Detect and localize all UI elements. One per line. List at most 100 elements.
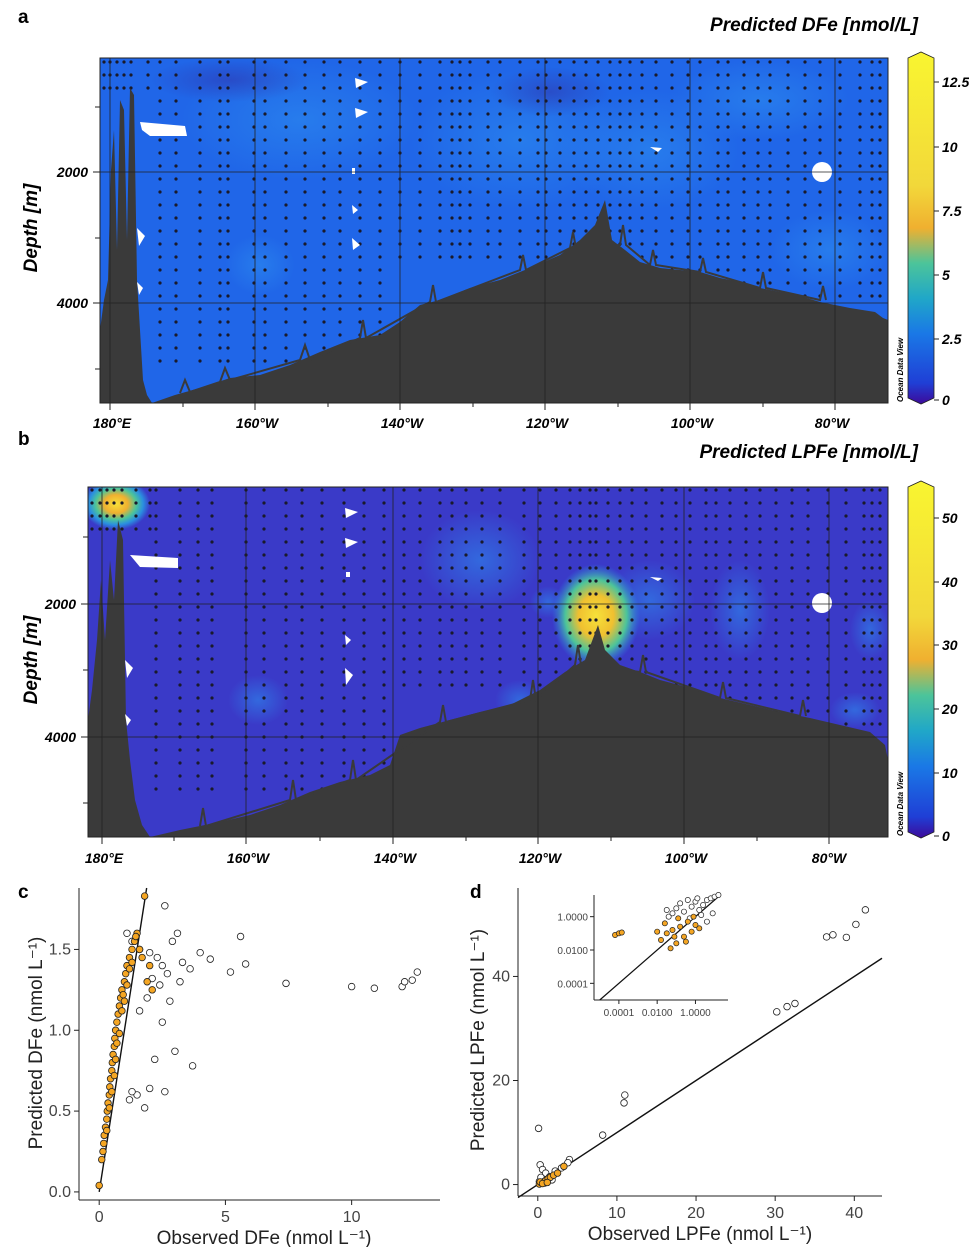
station-dot — [758, 514, 762, 518]
station-dot — [596, 151, 600, 155]
station-dot — [858, 281, 862, 285]
station-dot — [838, 229, 842, 233]
station-dot — [628, 164, 632, 168]
station-dot — [438, 657, 442, 661]
station-dot — [686, 86, 690, 90]
inset-point — [688, 928, 695, 935]
station-dot — [438, 112, 442, 116]
station-dot — [686, 242, 690, 246]
station-dot — [572, 177, 576, 181]
station-dot — [878, 501, 882, 505]
station-dot — [644, 579, 648, 583]
station-dot — [728, 592, 732, 596]
station-dot — [870, 527, 874, 531]
station-dot — [322, 255, 326, 259]
station-dot — [178, 709, 182, 713]
station-dot — [450, 592, 454, 596]
station-dot — [806, 696, 810, 700]
panel-b-white-gaps — [125, 508, 832, 726]
station-dot — [154, 709, 158, 713]
station-dot — [418, 527, 422, 531]
station-dot — [704, 514, 708, 518]
station-dot — [774, 579, 778, 583]
station-dot — [858, 60, 862, 64]
station-dot — [588, 553, 592, 557]
panel-d-point — [620, 1099, 628, 1107]
station-dot — [458, 190, 462, 194]
station-dot — [262, 553, 266, 557]
station-dot — [572, 164, 576, 168]
station-dot — [670, 203, 674, 207]
station-dot — [284, 333, 288, 337]
station-dot — [878, 644, 882, 648]
station-dot — [644, 605, 648, 609]
station-dot — [300, 774, 304, 778]
panel-d-point — [560, 1162, 568, 1171]
station-dot — [342, 540, 346, 544]
station-dot — [158, 268, 162, 272]
station-dot — [536, 255, 540, 259]
panel-c-point — [95, 1181, 103, 1190]
station-dot — [226, 320, 230, 324]
station-dot — [468, 216, 472, 220]
station-dot — [618, 177, 622, 181]
station-dot — [716, 203, 720, 207]
station-dot — [818, 281, 822, 285]
station-dot — [606, 605, 610, 609]
station-dot — [450, 190, 454, 194]
station-dot — [698, 229, 702, 233]
panel-c-point — [143, 978, 151, 986]
station-dot — [716, 60, 720, 64]
station-dot — [628, 138, 632, 142]
station-dot — [342, 553, 346, 557]
station-dot — [303, 112, 307, 116]
station-dot — [606, 488, 610, 492]
station-dot — [790, 618, 794, 622]
station-dot — [382, 579, 386, 583]
panel-c-point — [128, 1087, 136, 1096]
station-dot — [618, 138, 622, 142]
station-dot — [654, 242, 658, 246]
panel-a-frame — [99, 57, 889, 404]
station-dot — [838, 99, 842, 103]
station-dot — [862, 670, 866, 674]
station-dot — [438, 631, 442, 635]
panel-a-gridlines — [100, 58, 888, 403]
station-dot — [196, 774, 200, 778]
station-dot — [803, 86, 807, 90]
station-dot — [418, 73, 422, 77]
station-dot — [178, 683, 182, 687]
station-dot — [196, 670, 200, 674]
station-dot — [818, 73, 822, 77]
panel-b-y-tick-2000: 2000 — [44, 596, 76, 612]
station-dot — [498, 501, 502, 505]
station-dot — [606, 618, 610, 622]
station-dot — [378, 242, 382, 246]
station-dot — [284, 242, 288, 246]
station-dot — [498, 566, 502, 570]
panel-a-bathymetry-roughness — [179, 224, 827, 394]
panel-c-point — [123, 981, 131, 989]
station-dot — [382, 683, 386, 687]
station-dot — [450, 242, 454, 246]
station-dot — [450, 670, 454, 674]
station-dot — [790, 514, 794, 518]
station-dot — [554, 553, 558, 557]
station-dot — [838, 60, 842, 64]
station-dot — [522, 644, 526, 648]
panel-d-point — [773, 1008, 781, 1016]
panel-a-colorbar-label: 5 — [942, 267, 950, 283]
station-dot — [358, 177, 362, 181]
station-dot — [774, 644, 778, 648]
station-dot — [844, 527, 848, 531]
station-dot — [218, 307, 222, 311]
station-dot — [618, 112, 622, 116]
station-dot — [618, 579, 622, 583]
station-dot — [174, 60, 178, 64]
panel-a-colorbar-label: 0 — [942, 392, 950, 408]
station-dot — [174, 138, 178, 142]
station-dot — [438, 527, 442, 531]
station-dot — [518, 216, 522, 220]
station-dot — [568, 618, 572, 622]
station-dot — [342, 761, 346, 765]
